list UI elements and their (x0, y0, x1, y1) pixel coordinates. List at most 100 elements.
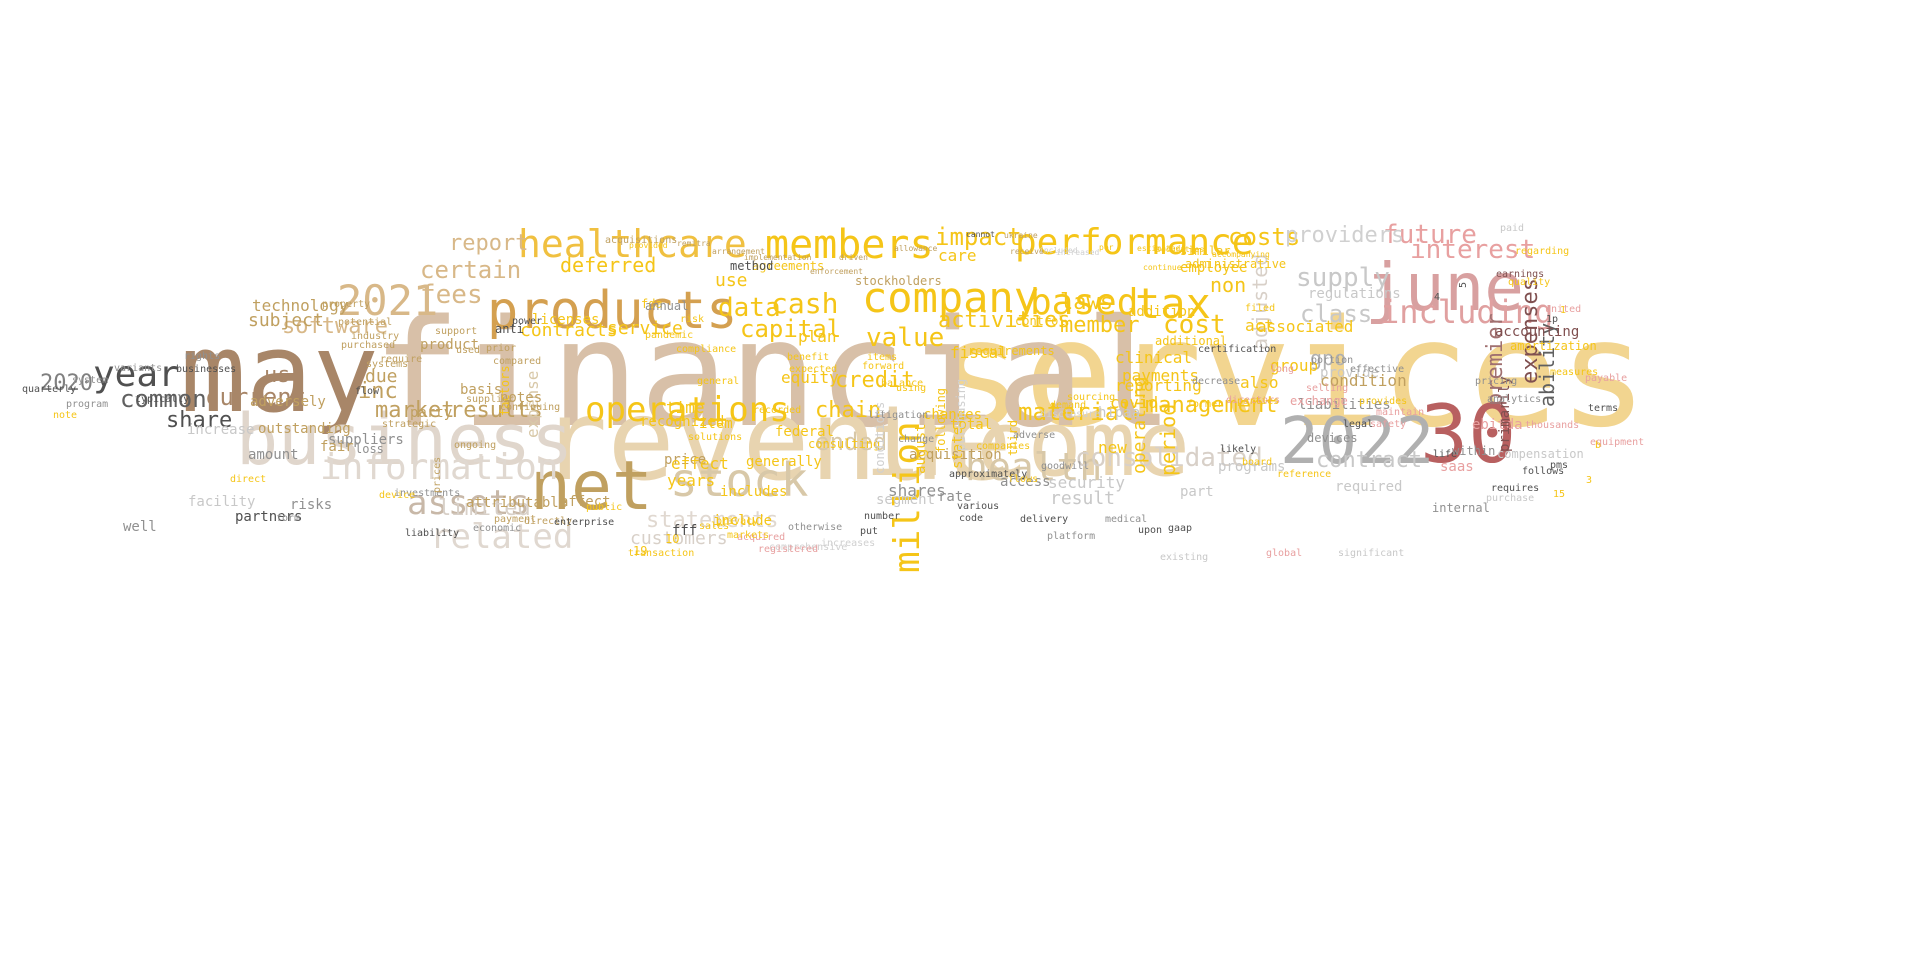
cloud-word: b (1595, 440, 1602, 451)
cloud-word: adversely (250, 394, 326, 410)
cloud-word: cost (1163, 310, 1226, 340)
cloud-word: systems (366, 359, 409, 370)
cloud-word: economic (473, 523, 522, 534)
cloud-word: future (1383, 220, 1477, 250)
cloud-word: sales (699, 521, 730, 532)
cloud-word: outstanding (258, 421, 351, 437)
cloud-word: amount (248, 447, 299, 463)
cloud-word: reporting (1115, 376, 1202, 395)
cloud-word: risk (680, 314, 705, 325)
cloud-word: devices (1307, 431, 1358, 445)
cloud-word: long (1270, 364, 1295, 375)
cloud-word: years (667, 471, 716, 490)
cloud-word: used (456, 345, 481, 356)
cloud-word: affect (560, 494, 611, 510)
cloud-word: anti (495, 322, 524, 336)
cloud-word: support (435, 326, 478, 337)
cloud-word: directly (524, 516, 573, 527)
cloud-word: attributable (466, 495, 568, 511)
cloud-word: existing (1160, 552, 1209, 563)
cloud-word: 1p (1546, 314, 1559, 325)
cloud-word: total (950, 417, 993, 433)
cloud-word: act (1245, 316, 1274, 335)
cloud-word: pandemic (645, 330, 694, 341)
cloud-word: allowance (894, 244, 938, 253)
cloud-word: technology (252, 296, 349, 315)
cloud-word: common (120, 385, 207, 413)
cloud-word: financial (372, 288, 1174, 460)
cloud-word: board (1242, 457, 1273, 468)
cloud-word: price (664, 452, 707, 468)
cloud-word: employee (1180, 260, 1248, 276)
cloud-word: former (1187, 399, 1224, 410)
cloud-word: chain (815, 398, 882, 423)
cloud-word: performance (1015, 222, 1254, 263)
cloud-word: new (1098, 438, 1127, 457)
cloud-word: internal (1432, 501, 1490, 515)
cloud-word: stock (670, 453, 809, 507)
cloud-word: driven (839, 253, 868, 262)
cloud-word: purchased (341, 340, 396, 351)
cloud-word: fff (672, 523, 698, 539)
cloud-word: value (866, 323, 945, 353)
cloud-word: addition (1128, 304, 1196, 320)
cloud-word: provides (1359, 396, 1408, 407)
cloud-word: form (276, 513, 301, 524)
cloud-word: regulations (1308, 286, 1401, 302)
cloud-word: power (512, 316, 543, 327)
cloud-word: increase (187, 422, 255, 438)
cloud-word: following (934, 387, 948, 453)
cloud-word: various (957, 501, 1000, 512)
cloud-word: approximately (949, 469, 1028, 480)
cloud-word: well (123, 519, 157, 535)
cloud-word: time (666, 398, 705, 417)
cloud-word: implementation (744, 253, 812, 262)
cloud-word: device (379, 490, 416, 501)
cloud-word: control (1015, 314, 1066, 328)
cloud-word: use (715, 270, 748, 291)
cloud-word: certification (1198, 344, 1277, 355)
cloud-word: investments (394, 488, 461, 499)
cloud-word: income (865, 392, 1191, 497)
cloud-word: acquired (737, 532, 786, 543)
cloud-word: demand (1050, 400, 1087, 411)
cloud-word: within (1452, 444, 1496, 458)
cloud-word: gaap (1168, 523, 1193, 534)
cloud-word: cannot (966, 230, 995, 239)
cloud-word: supply (1296, 263, 1390, 293)
cloud-word: results (450, 398, 543, 423)
cloud-word: facility (188, 494, 256, 510)
cloud-word: plan (798, 327, 837, 346)
cloud-word: partners (235, 509, 303, 525)
cloud-word: life (1433, 449, 1458, 460)
cloud-word: system (72, 375, 109, 386)
cloud-word: required (1335, 479, 1403, 495)
cloud-word: acquisition (909, 447, 1002, 463)
cloud-word: method (730, 259, 774, 273)
cloud-word: report (449, 231, 529, 256)
cloud-word: sourcing (1067, 392, 1116, 403)
cloud-word: goodwill (1041, 461, 1090, 472)
cloud-word: paid (1500, 223, 1525, 234)
cloud-word: software (282, 314, 388, 339)
cloud-word: product (420, 337, 480, 353)
cloud-word: risks (290, 497, 333, 513)
cloud-word: care (938, 246, 977, 265)
cloud-word: equipment (1590, 437, 1645, 448)
cloud-word: revenue (540, 376, 1013, 506)
cloud-word: property (322, 299, 371, 310)
cloud-word: including (1380, 293, 1554, 331)
cloud-word: includes (720, 484, 788, 500)
cloud-word: compared (493, 356, 542, 367)
cloud-word: customers (630, 528, 728, 549)
cloud-word: 19 (633, 544, 648, 558)
cloud-word: condition (1320, 371, 1407, 390)
cloud-word: result (1050, 488, 1116, 509)
cloud-word: saas (1440, 459, 1474, 475)
cloud-word: 4 (1434, 292, 1441, 303)
cloud-word: hipaa (1098, 405, 1141, 421)
cloud-word: related (430, 517, 574, 557)
cloud-word: products (487, 281, 738, 341)
cloud-word: recorded (753, 405, 802, 416)
